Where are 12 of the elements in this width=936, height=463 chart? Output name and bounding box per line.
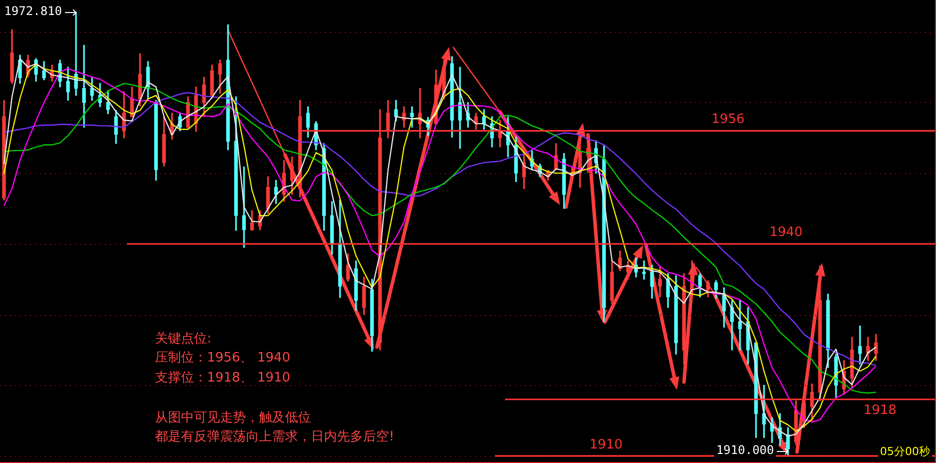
annotation: 压制位：1956、 1940 bbox=[155, 350, 290, 366]
ref-line-label: 1940 bbox=[769, 225, 803, 240]
annotation: 1910.000 bbox=[716, 443, 774, 458]
annotation: 都是有反弹震荡向上需求，日内先多后空! bbox=[155, 429, 394, 444]
ref-line-label: 1910 bbox=[589, 437, 623, 452]
annotation: 从图中可见走势，触及低位 bbox=[155, 410, 311, 426]
annotation: 关键点位: bbox=[155, 331, 212, 346]
ref-line-label: 1918 bbox=[863, 402, 897, 418]
annotation: 05分00秒 bbox=[880, 444, 930, 458]
ref-line-label: 1956 bbox=[711, 112, 745, 128]
annotation: 1972.810 bbox=[4, 4, 62, 18]
annotation: 支撑位：1918、 1910 bbox=[155, 370, 290, 386]
